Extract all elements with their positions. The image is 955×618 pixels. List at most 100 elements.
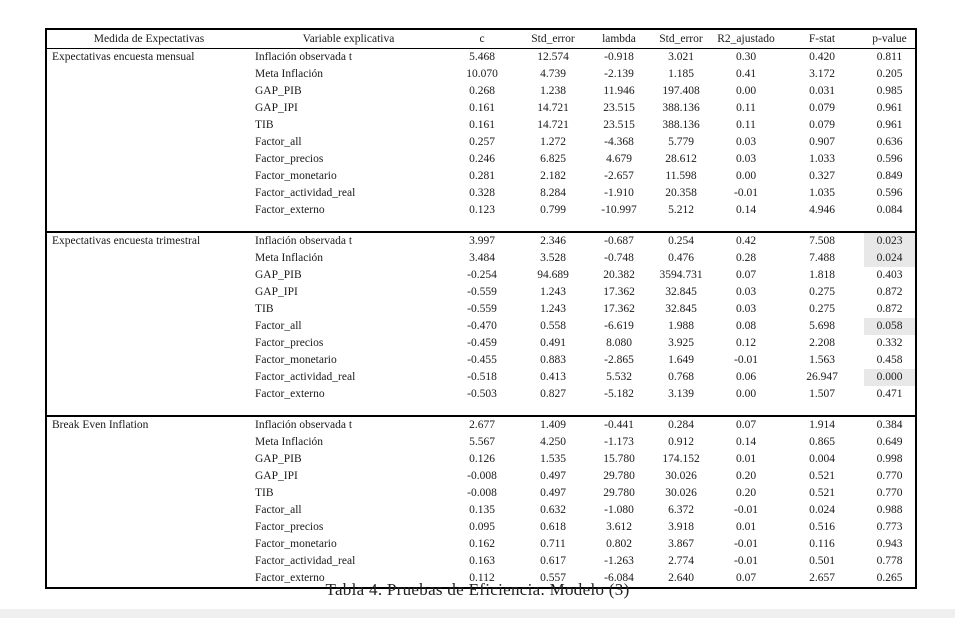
table-row: Expectativas encuesta trimestral Inflació… bbox=[46, 232, 916, 250]
table-container: Medida de Expectativas Variable explicati… bbox=[45, 28, 917, 589]
cell-c: -0.503 bbox=[467, 388, 497, 400]
cell-std-error-lambda: 1.988 bbox=[668, 320, 694, 332]
cell-f-stat: 0.024 bbox=[809, 504, 835, 516]
table-row: Factor_monetario -0.455 0.883 -2.865 1.649 -0… bbox=[46, 352, 916, 369]
cell-measure-empty bbox=[46, 301, 251, 318]
column-header-lambda: lambda bbox=[602, 33, 636, 45]
cell-variable: Inflación observada t bbox=[255, 419, 353, 431]
cell-std-error-lambda: 20.358 bbox=[665, 187, 697, 199]
cell-variable: Factor_all bbox=[255, 320, 302, 332]
cell-r2-ajustado: 0.14 bbox=[735, 436, 757, 448]
cell-c: 0.162 bbox=[469, 538, 495, 550]
cell-std-error-lambda: 3.139 bbox=[668, 388, 694, 400]
cell-std-error-c: 0.883 bbox=[540, 354, 566, 366]
cell-p-value-highlighted: 0.058 bbox=[864, 318, 916, 335]
cell-c: 0.126 bbox=[469, 453, 495, 465]
cell-p-value: 0.943 bbox=[876, 538, 903, 550]
cell-measure-empty bbox=[46, 202, 251, 219]
cell-std-error-lambda: 0.768 bbox=[668, 371, 694, 383]
table-row: Factor_actividad_real -0.518 0.413 5.532 0.7… bbox=[46, 369, 916, 386]
cell-r2-ajustado: 0.03 bbox=[735, 286, 757, 298]
table-row: Factor_externo -0.503 0.827 -5.182 3.139 0.00… bbox=[46, 386, 916, 403]
table-row: Meta Inflación 3.484 3.528 -0.748 0.476 0.28 7… bbox=[46, 250, 916, 267]
cell-lambda: -10.997 bbox=[601, 204, 637, 216]
cell-std-error-c: 4.739 bbox=[540, 68, 566, 80]
cell-f-stat: 0.501 bbox=[809, 555, 835, 567]
cell-variable: GAP_PIB bbox=[255, 85, 302, 97]
cell-c: 0.281 bbox=[469, 170, 495, 182]
cell-variable: Inflación observada t bbox=[255, 51, 353, 63]
table-row: Factor_all -0.470 0.558 -6.619 1.988 0.08 5.69… bbox=[46, 318, 916, 335]
cell-measure-empty bbox=[46, 369, 251, 386]
cell-f-stat: 26.947 bbox=[806, 371, 838, 383]
table-row: GAP_PIB 0.126 1.535 15.780 174.152 0.01 0.004 0… bbox=[46, 451, 916, 468]
cell-variable: Factor_actividad_real bbox=[255, 371, 356, 383]
cell-r2-ajustado: 0.07 bbox=[735, 419, 757, 431]
cell-r2-ajustado: 0.00 bbox=[735, 85, 757, 97]
cell-f-stat: 3.172 bbox=[809, 68, 835, 80]
cell-variable: GAP_IPI bbox=[255, 102, 298, 114]
efficiency-table: Medida de Expectativas Variable explicati… bbox=[45, 28, 917, 589]
cell-c: 0.257 bbox=[469, 136, 495, 148]
cell-variable: Factor_monetario bbox=[255, 354, 337, 366]
cell-measure-empty bbox=[46, 185, 251, 202]
cell-std-error-c: 94.689 bbox=[537, 269, 569, 281]
column-header-f-stat: F-stat bbox=[808, 33, 836, 45]
cell-r2-ajustado: 0.14 bbox=[735, 204, 757, 216]
cell-lambda: 17.362 bbox=[603, 303, 635, 315]
cell-lambda: -6.084 bbox=[604, 572, 634, 584]
cell-variable: Factor_actividad_real bbox=[255, 555, 356, 567]
cell-measure-empty bbox=[46, 335, 251, 352]
cell-c: 0.112 bbox=[469, 572, 495, 584]
table-row: Factor_actividad_real 0.163 0.617 -1.263 2.7… bbox=[46, 553, 916, 570]
cell-measure-empty bbox=[46, 553, 251, 570]
cell-f-stat: 0.031 bbox=[809, 85, 835, 97]
cell-p-value-highlighted: 0.023 bbox=[864, 232, 916, 250]
cell-p-value: 0.961 bbox=[876, 119, 903, 131]
cell-c: 5.567 bbox=[469, 436, 495, 448]
cell-std-error-lambda: 6.372 bbox=[668, 504, 694, 516]
cell-lambda: 20.382 bbox=[603, 269, 635, 281]
cell-p-value: 0.773 bbox=[876, 521, 903, 533]
cell-variable: Factor_precios bbox=[255, 153, 324, 165]
cell-variable: TIB bbox=[255, 119, 274, 131]
column-header-p-value: p-value bbox=[872, 33, 907, 45]
cell-r2-ajustado: 0.28 bbox=[735, 252, 757, 264]
page-bottom-strip bbox=[0, 609, 955, 618]
cell-measure-empty bbox=[46, 386, 251, 403]
cell-c: 3.997 bbox=[469, 235, 495, 247]
cell-lambda: -1.910 bbox=[604, 187, 634, 199]
cell-r2-ajustado: 0.07 bbox=[735, 572, 757, 584]
table-row: Factor_monetario 0.281 2.182 -2.657 11.598 0.… bbox=[46, 168, 916, 185]
cell-c: 0.246 bbox=[469, 153, 495, 165]
column-header-c: c bbox=[479, 33, 485, 45]
cell-std-error-c: 0.827 bbox=[540, 388, 566, 400]
cell-lambda: 17.362 bbox=[603, 286, 635, 298]
cell-f-stat: 1.033 bbox=[809, 153, 835, 165]
cell-lambda: 23.515 bbox=[603, 119, 635, 131]
cell-measure-empty bbox=[46, 451, 251, 468]
cell-p-value: 0.084 bbox=[876, 204, 903, 216]
cell-std-error-c: 2.346 bbox=[540, 235, 566, 247]
table-row: GAP_PIB 0.268 1.238 11.946 197.408 0.00 0.031 0… bbox=[46, 83, 916, 100]
cell-p-value: 0.985 bbox=[876, 85, 903, 97]
section-spacer bbox=[46, 219, 916, 232]
cell-lambda: -0.918 bbox=[604, 51, 634, 63]
cell-lambda: -6.619 bbox=[604, 320, 634, 332]
cell-variable: Meta Inflación bbox=[255, 436, 324, 448]
cell-std-error-c: 0.617 bbox=[540, 555, 566, 567]
cell-lambda: 15.780 bbox=[603, 453, 635, 465]
cell-f-stat: 0.327 bbox=[809, 170, 835, 182]
cell-variable: Factor_externo bbox=[255, 388, 325, 400]
cell-std-error-lambda: 0.476 bbox=[668, 252, 694, 264]
cell-f-stat: 0.275 bbox=[809, 286, 835, 298]
cell-f-stat: 1.035 bbox=[809, 187, 835, 199]
cell-std-error-lambda: 28.612 bbox=[665, 153, 697, 165]
cell-r2-ajustado: 0.03 bbox=[735, 136, 757, 148]
cell-variable: Inflación observada t bbox=[255, 235, 353, 247]
cell-r2-ajustado: 0.01 bbox=[735, 521, 757, 533]
table-row: Expectativas encuesta mensual Inflación o… bbox=[46, 49, 916, 67]
cell-f-stat: 0.420 bbox=[809, 51, 835, 63]
table-section-3: Break Even Inflation Inflación observada … bbox=[46, 416, 916, 588]
